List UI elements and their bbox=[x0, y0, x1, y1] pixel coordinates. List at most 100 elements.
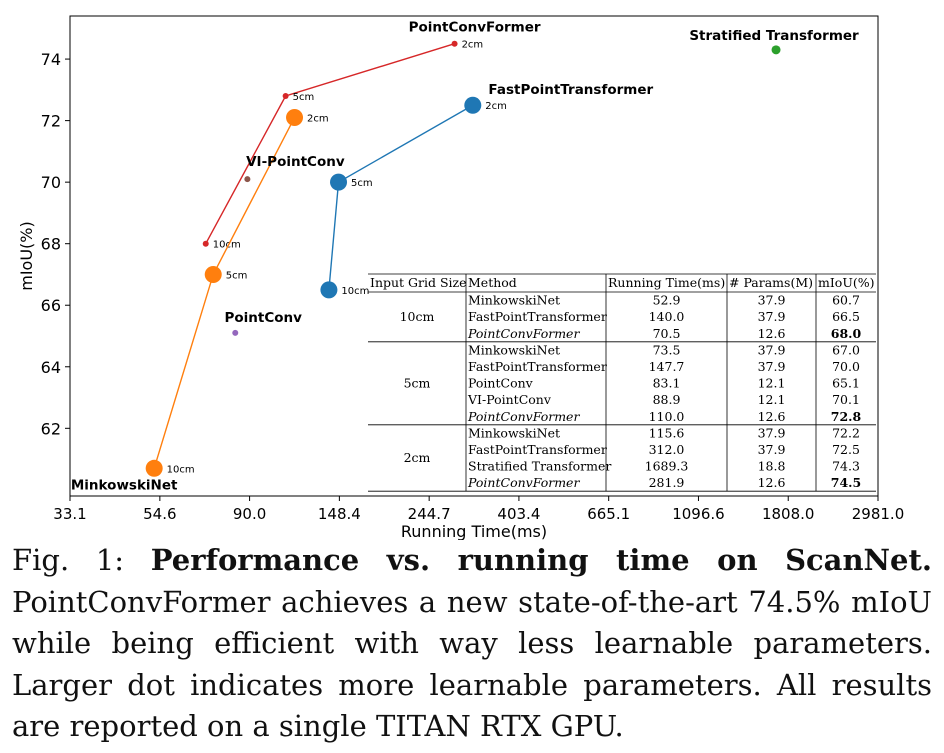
x-tick-label: 403.4 bbox=[497, 505, 540, 523]
point-grid-label: 2cm bbox=[485, 101, 507, 112]
table-cell-time: 147.7 bbox=[649, 359, 685, 374]
data-point bbox=[464, 96, 482, 114]
table-cell-method: FastPointTransformer bbox=[468, 442, 607, 457]
table-cell-miou: 72.5 bbox=[832, 442, 860, 457]
table-cell-time: 281.9 bbox=[649, 475, 685, 490]
y-tick-label: 74 bbox=[41, 50, 61, 69]
table-cell-method: MinkowskiNet bbox=[468, 293, 560, 308]
series-line bbox=[328, 104, 474, 290]
method-annotation: PointConv bbox=[225, 310, 303, 326]
data-point bbox=[320, 281, 338, 299]
table-cell-miou: 70.1 bbox=[832, 392, 860, 407]
data-point bbox=[202, 240, 209, 247]
x-tick-label: 1096.6 bbox=[672, 505, 725, 523]
x-tick-label: 244.7 bbox=[408, 505, 451, 523]
x-tick-label: 33.1 bbox=[53, 505, 86, 523]
table-cell-params: 37.9 bbox=[758, 293, 786, 308]
x-tick-label: 665.1 bbox=[587, 505, 630, 523]
table-cell-method: VI-PointConv bbox=[467, 392, 552, 407]
data-point bbox=[232, 329, 239, 336]
point-grid-label: 5cm bbox=[293, 92, 315, 103]
table-cell-time: 110.0 bbox=[649, 409, 685, 424]
data-point bbox=[244, 176, 251, 183]
data-point bbox=[204, 265, 222, 283]
table-cell-params: 37.9 bbox=[758, 342, 786, 357]
table-cell-params: 37.9 bbox=[758, 442, 786, 457]
table-cell-time: 52.9 bbox=[653, 293, 681, 308]
table-cell-miou: 60.7 bbox=[832, 293, 860, 308]
table-cell-miou: 70.0 bbox=[832, 359, 860, 374]
y-tick-label: 72 bbox=[41, 112, 61, 131]
table-cell-time: 1689.3 bbox=[645, 459, 689, 474]
figure-caption: Fig. 1: Performance vs. running time on … bbox=[12, 540, 932, 748]
data-point bbox=[330, 173, 348, 191]
table-header: Method bbox=[468, 275, 517, 290]
table-header: mIoU(%) bbox=[818, 275, 874, 290]
method-annotation: PointConvFormer bbox=[409, 20, 541, 36]
table-cell-time: 88.9 bbox=[653, 392, 681, 407]
x-tick-label: 54.6 bbox=[143, 505, 176, 523]
table-header: Running Time(ms) bbox=[608, 275, 725, 290]
table-cell-params: 12.1 bbox=[758, 392, 786, 407]
table-cell-time: 70.5 bbox=[653, 326, 681, 341]
method-annotation: FastPointTransformer bbox=[488, 82, 653, 98]
table-cell-params: 18.8 bbox=[758, 459, 786, 474]
table-cell-time: 83.1 bbox=[653, 376, 681, 391]
caption-title: Performance vs. running time on ScanNet. bbox=[150, 543, 932, 577]
point-grid-label: 10cm bbox=[213, 240, 241, 251]
method-annotation: MinkowskiNet bbox=[71, 477, 178, 493]
y-tick-label: 62 bbox=[41, 419, 61, 438]
caption-body: PointConvFormer achieves a new state-of-… bbox=[12, 584, 932, 744]
table-cell-params: 37.9 bbox=[758, 309, 786, 324]
point-grid-label: 10cm bbox=[341, 286, 369, 297]
series-line bbox=[205, 43, 455, 245]
x-tick-label: 2981.0 bbox=[852, 505, 905, 523]
table-cell-miou: 74.5 bbox=[831, 475, 861, 490]
table-cell-miou: 67.0 bbox=[832, 342, 860, 357]
table-cell-grid: 2cm bbox=[404, 450, 431, 465]
table-cell-miou: 68.0 bbox=[831, 326, 862, 341]
table-cell-params: 12.6 bbox=[758, 409, 786, 424]
method-annotation: VI-PointConv bbox=[246, 154, 345, 170]
table-cell-miou: 65.1 bbox=[832, 376, 860, 391]
table-cell-params: 37.9 bbox=[758, 425, 786, 440]
y-axis-label: mIoU(%) bbox=[17, 221, 36, 291]
table-cell-time: 115.6 bbox=[649, 425, 685, 440]
table-cell-params: 12.6 bbox=[758, 326, 786, 341]
x-tick-label: 90.0 bbox=[233, 505, 266, 523]
data-point bbox=[282, 93, 289, 99]
table-cell-time: 312.0 bbox=[649, 442, 685, 457]
point-grid-label: 5cm bbox=[226, 270, 248, 281]
table-cell-method: PointConv bbox=[468, 376, 534, 391]
table-cell-method: Stratified Transformer bbox=[468, 459, 611, 474]
table-cell-miou: 66.5 bbox=[832, 309, 860, 324]
y-tick-label: 66 bbox=[41, 296, 61, 315]
caption-prefix: Fig. 1: bbox=[12, 543, 151, 577]
y-tick-label: 64 bbox=[41, 358, 61, 377]
table-cell-params: 12.1 bbox=[758, 376, 786, 391]
plot-frame bbox=[69, 15, 879, 497]
point-grid-label: 5cm bbox=[351, 178, 373, 189]
table-cell-grid: 10cm bbox=[400, 309, 435, 324]
table-cell-time: 73.5 bbox=[653, 342, 681, 357]
point-grid-label: 10cm bbox=[167, 464, 195, 475]
table-cell-miou: 72.2 bbox=[832, 425, 860, 440]
table-header: # Params(M) bbox=[729, 275, 813, 290]
table-cell-params: 12.6 bbox=[758, 475, 786, 490]
table-cell-method: PointConvFormer bbox=[467, 475, 580, 490]
table-cell-miou: 74.3 bbox=[832, 459, 860, 474]
table-cell-method: PointConvFormer bbox=[467, 326, 580, 341]
point-grid-label: 2cm bbox=[462, 40, 484, 51]
method-annotation: Stratified Transformer bbox=[689, 28, 859, 44]
table-cell-method: MinkowskiNet bbox=[468, 342, 560, 357]
series-line bbox=[153, 117, 296, 469]
table-cell-miou: 72.8 bbox=[831, 409, 862, 424]
y-tick-label: 68 bbox=[41, 235, 61, 254]
x-axis-label: Running Time(ms) bbox=[401, 522, 547, 540]
performance-chart: 33.1 54.6 90.0 148.4 244.7 403.4 665.1 1096.6 18… bbox=[17, 15, 905, 540]
data-point bbox=[286, 109, 304, 127]
table-cell-method: PointConvFormer bbox=[467, 409, 580, 424]
table-cell-time: 140.0 bbox=[649, 309, 685, 324]
y-tick-label: 70 bbox=[41, 173, 61, 192]
x-tick-label: 148.4 bbox=[318, 505, 361, 523]
